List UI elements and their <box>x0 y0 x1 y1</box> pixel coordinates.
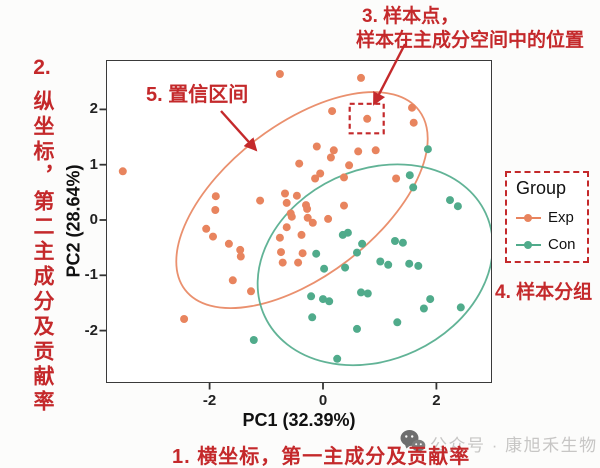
watermark-text: 公众号 · 康旭禾生物 <box>430 436 598 455</box>
x-axis-title: PC1 (32.39%) <box>242 410 356 430</box>
watermark: 公众号 · 康旭禾生物 <box>399 427 598 460</box>
legend-entry-exp: Exp <box>516 209 587 226</box>
legend-key-con-icon <box>516 240 541 250</box>
x-tick-label: 0 <box>318 392 328 409</box>
annotation-2-vertical-text: 纵坐标，第二主成分及贡献率 <box>31 89 54 415</box>
annotation-2-number: 2. <box>33 56 51 79</box>
y-tick-label: 1 <box>89 155 98 173</box>
plot-panel <box>106 60 492 383</box>
annotation-3-line2: 样本在主成分空间中的位置 <box>356 30 585 51</box>
y-tick-label: -2 <box>84 321 98 339</box>
legend-entry-exp-label: Exp <box>548 209 574 226</box>
y-tick-label: 0 <box>89 211 98 228</box>
x-tick-label: -2 <box>202 392 217 409</box>
annotation-5-confidence-interval: 5. 置信区间 <box>146 84 249 106</box>
legend-title: Group <box>516 178 567 198</box>
annotation-3-sample-point: 3. 样本点， 样本在主成分空间中的位置 <box>356 5 584 53</box>
annotation-3-line1: 3. 样本点， <box>362 6 460 27</box>
wechat-icon <box>399 427 426 460</box>
x-tick-label: 2 <box>432 392 441 409</box>
cutoff-text-fragment <box>8 462 71 468</box>
y-tick-label: -1 <box>84 266 98 284</box>
y-tick-label: 2 <box>89 100 98 118</box>
legend-entry-con-label: Con <box>548 236 576 253</box>
legend-entry-con: Con <box>516 236 587 253</box>
annotation-2-y-axis: 2. 纵坐标，第二主成分及贡献率 <box>22 56 62 421</box>
legend-key-exp-icon <box>516 213 541 223</box>
legend: Group Exp Con <box>505 171 589 263</box>
annotation-4-sample-group: 4. 样本分组 <box>495 282 593 303</box>
annotation-1-x-axis: 1. 横坐标，第一主成分及贡献率 <box>172 446 471 468</box>
